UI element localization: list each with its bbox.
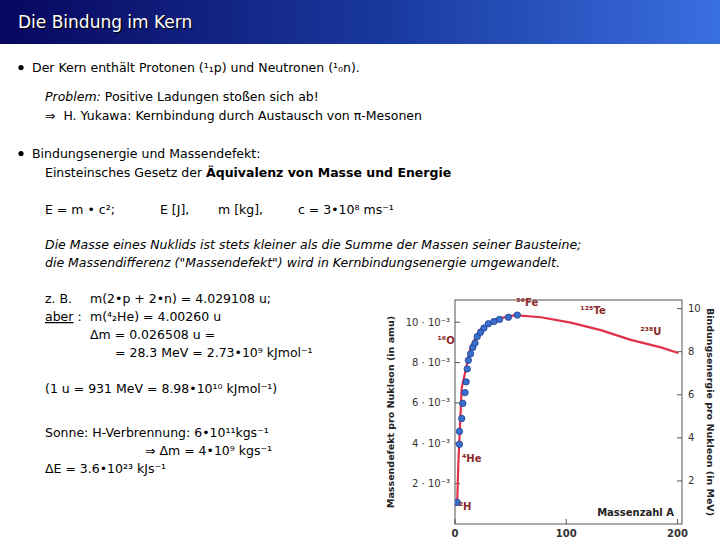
text-segment: ⇒ H. Yukawa: Kernbindung durch Austausch… xyxy=(45,108,422,123)
text-line: Sonne: H-Verbrennung: 6•10¹¹kgs⁻¹ xyxy=(45,425,269,440)
text-segment: E [J], xyxy=(160,202,189,217)
y-tick-label: 2 · 10⁻³ xyxy=(412,478,450,489)
data-point xyxy=(463,379,469,385)
text-segment: c = 3•10⁸ ms⁻¹ xyxy=(298,202,394,217)
bullet xyxy=(18,65,23,70)
y2-tick-label: 8 xyxy=(688,346,694,357)
data-point xyxy=(514,312,520,318)
text-line: Einsteinsches Gesetz der Äquivalenz von … xyxy=(45,165,451,180)
nuclide-label: ⁵⁶Fe xyxy=(516,297,538,308)
text-segment: Problem: xyxy=(45,89,101,104)
y2-tick xyxy=(677,308,682,309)
text-line: Problem: Positive Ladungen stoßen sich a… xyxy=(45,89,319,104)
y-tick-label: 4 · 10⁻³ xyxy=(412,438,450,449)
y2-tick xyxy=(677,394,682,395)
data-point xyxy=(505,314,511,320)
plot-frame xyxy=(455,300,682,524)
text-line: Der Kern enthält Protonen (¹₁p) und Neut… xyxy=(32,60,360,75)
data-point xyxy=(460,400,466,406)
x-tick xyxy=(566,519,567,524)
text-segment: z. B. xyxy=(45,291,72,306)
y2-tick-label: 2 xyxy=(688,475,694,486)
text-segment: (1 u = 931 MeV = 8.98•10¹⁰ kJmol⁻¹) xyxy=(45,381,277,396)
text-segment: m(2•p + 2•n) = 4.029108 u; xyxy=(90,291,271,306)
y-tick-label: 10 · 10⁻³ xyxy=(406,317,450,328)
chart: 0 100 200 2 · 10⁻³ 4 · 10⁻³ 6 · 10⁻³ 8 · 10⁻³ 1… xyxy=(385,297,716,539)
curve xyxy=(457,315,677,500)
text-line: Bindungsenergie und Massendefekt: xyxy=(32,146,260,161)
text-line: z. B. xyxy=(45,291,72,306)
y-tick xyxy=(455,362,460,363)
text-segment: ⇒ Δm = 4•10⁹ kgs⁻¹ xyxy=(145,443,272,458)
text-segment: : xyxy=(73,309,81,324)
title: Die Bindung im Kern xyxy=(18,12,192,32)
x-tick xyxy=(455,519,456,524)
text-line: Die Masse eines Nuklids ist stets kleine… xyxy=(45,237,581,252)
data-point xyxy=(467,351,473,357)
data-point xyxy=(472,340,478,346)
text-segment: Äquivalenz von Masse und Energie xyxy=(206,165,451,180)
text-line: ⇒ H. Yukawa: Kernbindung durch Austausch… xyxy=(45,108,422,123)
y2-tick xyxy=(677,437,682,438)
data-point xyxy=(462,389,468,395)
text-segment: m(⁴₂He) = 4.00260 u xyxy=(90,309,221,324)
data-point xyxy=(456,441,462,447)
text-segment: Bindungsenergie und Massendefekt: xyxy=(32,146,260,161)
y-tick-label: 6 · 10⁻³ xyxy=(412,397,450,408)
y-axis-label: Massendefekt pro Nukleon (in amu) xyxy=(385,316,396,508)
data-point xyxy=(464,366,470,372)
bullet xyxy=(18,151,23,156)
y-tick xyxy=(455,322,460,323)
text-segment: ΔE = 3.6•10²³ kJs⁻¹ xyxy=(45,461,166,476)
text-line: c = 3•10⁸ ms⁻¹ xyxy=(298,202,394,217)
text-line: die Massendifferenz ("Massendefekt") wir… xyxy=(45,255,560,270)
text-line: m [kg], xyxy=(218,202,263,217)
text-line: = 28.3 MeV = 2.73•10⁹ kJmol⁻¹ xyxy=(115,345,313,360)
text-segment: Positive Ladungen stoßen sich ab! xyxy=(101,89,319,104)
y2-tick xyxy=(677,480,682,481)
text-line: Δm = 0.026508 u = xyxy=(90,327,215,342)
text-segment: die Massendifferenz ("Massendefekt") wir… xyxy=(45,255,560,270)
text-line: m(⁴₂He) = 4.00260 u xyxy=(90,309,221,324)
nuclide-label: ⁴He xyxy=(462,453,482,464)
x-tick-label: 200 xyxy=(667,528,688,539)
text-line: E [J], xyxy=(160,202,189,217)
text-segment: aber xyxy=(45,309,74,324)
text-line: (1 u = 931 MeV = 8.98•10¹⁰ kJmol⁻¹) xyxy=(45,381,277,396)
nuclide-label: ²³⁸U xyxy=(640,326,661,337)
y-tick-label: 8 · 10⁻³ xyxy=(412,357,450,368)
plot-area xyxy=(455,312,678,506)
nuclide-label: ¹²⁵Te xyxy=(580,305,606,316)
data-point xyxy=(456,428,462,434)
text-line: ΔE = 3.6•10²³ kJs⁻¹ xyxy=(45,461,166,476)
text-segment: Die Masse eines Nuklids ist stets kleine… xyxy=(45,237,581,252)
y2-axis-label: Bindungsenergie pro Nukleon (in MeV) xyxy=(705,308,716,516)
text-line: m(2•p + 2•n) = 4.029108 u; xyxy=(90,291,271,306)
header-bar xyxy=(0,0,720,44)
text-segment: Δm = 0.026508 u = xyxy=(90,327,215,342)
text-line: ⇒ Δm = 4•10⁹ kgs⁻¹ xyxy=(145,443,272,458)
x-tick-label: 0 xyxy=(452,528,459,539)
nuclide-label: ²H xyxy=(459,501,472,512)
text-segment: = 28.3 MeV = 2.73•10⁹ kJmol⁻¹ xyxy=(115,345,313,360)
y2-tick-label: 6 xyxy=(688,389,694,400)
text-segment: E = m • c²; xyxy=(45,202,115,217)
text-segment: Sonne: H-Verbrennung: 6•10¹¹kgs⁻¹ xyxy=(45,425,269,440)
text-segment: Der Kern enthält Protonen (¹₁p) und Neut… xyxy=(32,60,360,75)
data-point xyxy=(458,415,464,421)
x-tick xyxy=(677,519,678,524)
y2-tick-label: 4 xyxy=(688,432,694,443)
slide: Die Bindung im Kern Der Kern enthält Prot… xyxy=(0,0,720,540)
x-axis-label: Massenzahl A xyxy=(597,507,674,518)
data-point xyxy=(465,357,471,363)
text-segment: Einsteinsches Gesetz der xyxy=(45,165,206,180)
x-tick-label: 100 xyxy=(556,528,577,539)
y2-tick-label: 10 xyxy=(688,303,701,314)
data-point xyxy=(496,316,502,322)
nuclide-label: ¹⁶O xyxy=(437,335,454,346)
text-line: E = m • c²; xyxy=(45,202,115,217)
text-segment: m [kg], xyxy=(218,202,263,217)
page: {"title": "Die Bindung im Kern", "items"… xyxy=(0,0,720,540)
text-line: aber : xyxy=(45,309,82,324)
